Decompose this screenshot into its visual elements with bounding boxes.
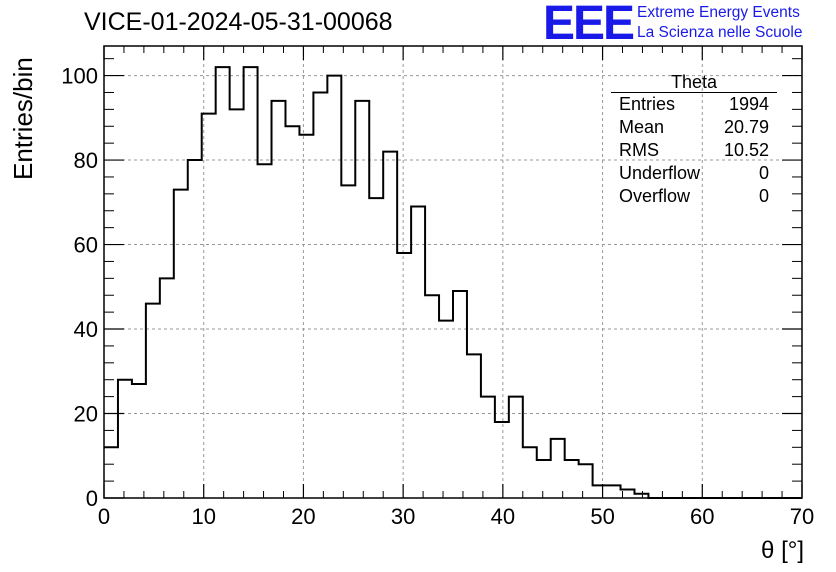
theta-histogram	[104, 66, 802, 499]
grid-lines	[104, 46, 802, 498]
stats-title: Theta	[611, 72, 777, 93]
stats-value: 1994	[728, 94, 769, 114]
x-tick-label: 30	[391, 504, 415, 529]
stats-label: Underflow	[619, 163, 701, 183]
y-tick-label: 80	[74, 148, 98, 173]
x-tick-label: 70	[790, 504, 814, 529]
y-tick-label: 100	[61, 64, 98, 89]
x-tick-label: 0	[98, 504, 110, 529]
stats-label: Mean	[619, 117, 665, 137]
stats-value: 10.52	[723, 140, 769, 160]
chart-title: VICE-01-2024-05-31-00068	[84, 8, 393, 36]
stats-box: Theta Entries 1994 Mean 20.79 RMS 10.52 Underf…	[611, 72, 777, 208]
stats-value: 20.79	[723, 117, 769, 137]
stats-label: Entries	[619, 94, 676, 114]
stats-row: Entries 1994	[611, 93, 777, 116]
stats-row: Overflow 0	[611, 185, 777, 208]
y-axis-label: Entries/bin	[8, 57, 38, 180]
x-axis-label: θ [°]	[761, 537, 804, 564]
logo-caption-line1: Extreme Energy Events	[637, 4, 800, 21]
stats-row: Mean 20.79	[611, 116, 777, 139]
stats-row: RMS 10.52	[611, 139, 777, 162]
y-tick-label: 60	[74, 233, 98, 258]
stats-value: 0	[758, 163, 769, 183]
stats-label: RMS	[619, 140, 659, 160]
y-tick-label: 20	[74, 402, 98, 427]
y-tick-label: 0	[86, 486, 98, 511]
tick-labels: 0 10 20 30 40 50 60 70 0 20 40 60 80 100	[61, 64, 814, 529]
x-tick-label: 50	[590, 504, 614, 529]
logo-caption: Extreme Energy Events La Scienza nelle S…	[637, 3, 802, 43]
stats-value: 0	[758, 186, 769, 206]
plot-frame	[103, 45, 803, 499]
eee-logo: EEE	[543, 0, 635, 50]
stats-label: Overflow	[619, 186, 691, 206]
y-tick-label: 40	[74, 317, 98, 342]
x-tick-label: 40	[491, 504, 515, 529]
x-tick-label: 10	[191, 504, 215, 529]
logo-caption-line2: La Scienza nelle Scuole	[637, 24, 803, 41]
x-tick-label: 60	[690, 504, 714, 529]
stats-rows: Entries 1994 Mean 20.79 RMS 10.52 Underflow 0 Ov…	[611, 93, 777, 208]
stats-row: Underflow 0	[611, 162, 777, 185]
x-tick-label: 20	[291, 504, 315, 529]
